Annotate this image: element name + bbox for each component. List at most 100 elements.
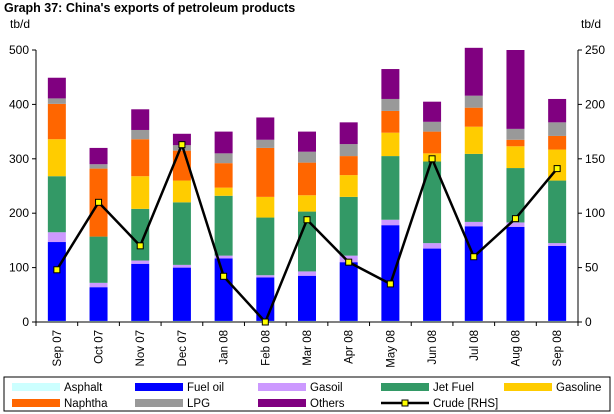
bar-jet-fuel-sep-07 [47,176,66,233]
x-tick-label-sep-08: Sep 08 [552,330,564,366]
bar-lpg-apr-08 [339,144,358,157]
bar-lpg-aug-08 [506,128,525,140]
bar-naphtha-feb-08 [256,147,275,197]
x-tick-label-jun-08: Jun 08 [427,330,439,365]
bar-jet-fuel-aug-08 [506,168,525,223]
bar-fuel-oil-jun-08 [423,248,442,321]
bar-others-sep-08 [548,98,567,123]
point-crude-jan-08 [220,272,228,280]
point-crude-jul-08 [470,253,478,261]
bar-naphtha-jun-08 [423,131,442,154]
bar-naphtha-apr-08 [339,156,358,176]
bar-gasoline-jul-08 [464,126,483,154]
y-right-tick-label: 200 [585,97,605,111]
point-crude-nov-07 [136,242,144,250]
bar-fuel-oil-jul-08 [464,226,483,321]
bar-jet-fuel-apr-08 [339,196,358,256]
bar-others-mar-08 [298,131,316,152]
y-left-tick-label: 400 [9,97,29,111]
bar-lpg-jan-08 [214,153,233,164]
crude-line-layer [53,141,561,326]
axes-layer: 0 100 200 300 400 500 0 50 100 150 200 250 Sep 07 Oct… [9,43,605,368]
bar-naphtha-jul-08 [464,107,483,127]
bar-jet-fuel-nov-07 [131,208,150,261]
bar-fuel-oil-dec-07 [172,267,191,321]
legend-swatch-lpg [135,399,183,407]
bar-fuel-oil-aug-08 [506,226,525,321]
point-crude-may-08 [386,280,394,288]
bar-jet-fuel-sep-08 [548,180,567,244]
point-crude-dec-07 [178,141,186,149]
bar-asphalt-apr-08 [339,320,358,322]
bar-naphtha-aug-08 [506,139,525,147]
bar-gasoil-jul-08 [464,221,483,227]
bar-asphalt-aug-08 [506,320,525,322]
point-crude-sep-07 [53,266,61,274]
bar-jet-fuel-jan-08 [214,195,233,256]
y-axis-left-label: tb/d [10,17,30,31]
legend-label-fuel-oil: Fuel oil [187,382,224,394]
y-right-tick-label: 0 [585,315,592,329]
bar-gasoil-sep-08 [548,243,567,246]
bar-fuel-oil-mar-08 [298,275,316,321]
bar-fuel-oil-may-08 [381,225,400,321]
bar-lpg-jul-08 [464,95,483,108]
point-crude-mar-08 [303,216,311,224]
bar-lpg-jun-08 [423,121,442,132]
legend-swatch-others [258,399,306,407]
bar-naphtha-jan-08 [214,163,233,188]
bar-gasoline-nov-07 [131,176,150,209]
bar-gasoline-dec-07 [172,180,191,203]
legend-label-crude-rhs: Crude [RHS] [433,398,498,410]
bar-gasoil-may-08 [381,219,400,226]
bar-others-dec-07 [172,133,191,146]
bar-asphalt-jun-08 [423,320,442,322]
bar-others-aug-08 [506,50,525,129]
legend-label-gasoline: Gasoline [556,382,601,394]
bar-fuel-oil-oct-07 [89,287,108,321]
bar-jet-fuel-feb-08 [256,217,275,276]
chart-title: Graph 37: China's exports of petroleum p… [4,1,296,15]
bar-jet-fuel-jun-08 [423,161,442,244]
bars-layer [47,47,567,322]
bar-gasoil-aug-08 [506,222,525,227]
y-right-tick-label: 50 [585,261,599,275]
x-tick-label-sep-07: Sep 07 [52,330,64,366]
x-tick-label-feb-08: Feb 08 [260,330,272,366]
bar-others-apr-08 [339,122,358,145]
bar-others-jun-08 [423,101,442,122]
bar-others-may-08 [381,69,400,99]
x-tick-label-nov-07: Nov 07 [135,330,147,366]
legend-label-lpg: LPG [187,398,210,410]
y-left-tick-label: 300 [9,152,29,166]
bar-gasoil-oct-07 [89,282,108,288]
bar-fuel-oil-sep-07 [47,242,66,321]
point-crude-aug-08 [511,215,519,223]
bar-gasoil-nov-07 [131,260,150,264]
y-left-tick-label: 500 [9,43,29,57]
bar-fuel-oil-jan-08 [214,258,233,321]
bar-lpg-oct-07 [89,164,108,169]
bar-others-jan-08 [214,131,233,154]
bar-asphalt-oct-07 [89,320,108,322]
bar-asphalt-sep-07 [47,320,66,322]
bar-gasoline-may-08 [381,132,400,157]
y-right-tick-label: 250 [585,43,605,57]
legend-swatch-fuel-oil [135,383,183,391]
point-crude-sep-08 [553,165,561,173]
bar-others-oct-07 [89,147,108,165]
bar-lpg-sep-07 [47,98,66,104]
bar-gasoil-feb-08 [256,275,275,278]
bar-gasoline-feb-08 [256,196,275,218]
legend-label-jet-fuel: Jet Fuel [433,382,474,394]
bar-naphtha-sep-08 [548,135,567,150]
bar-gasoil-mar-08 [298,271,316,276]
y-axis-right-label: tb/d [581,17,601,31]
bar-others-nov-07 [131,109,150,130]
bar-gasoline-jan-08 [214,187,233,196]
y-left-tick-label: 100 [9,261,29,275]
bar-gasoline-apr-08 [339,175,358,197]
legend-marker-crude-rhs [401,399,409,407]
point-crude-apr-08 [345,258,353,266]
